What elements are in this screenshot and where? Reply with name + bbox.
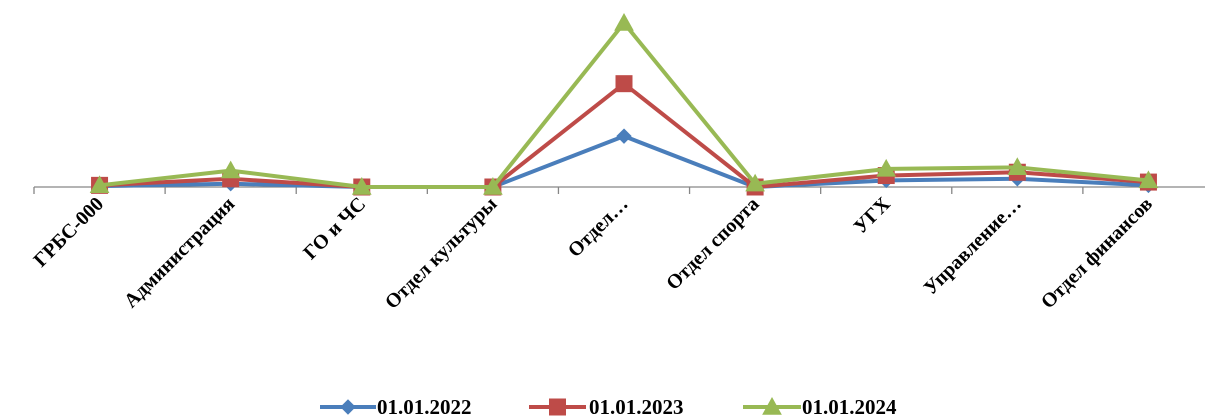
data-point-diamond: [340, 399, 356, 415]
data-point-triangle: [1138, 170, 1159, 189]
series-01.01.2024: [89, 12, 1159, 195]
category-label: Отдел финансов: [1037, 193, 1157, 313]
data-point-triangle: [220, 160, 241, 179]
series-line: [99, 21, 1149, 189]
legend-item: 01.01.2023: [529, 395, 684, 416]
data-point-triangle: [876, 158, 897, 177]
data-point-triangle: [762, 396, 782, 415]
data-point-square: [615, 75, 633, 93]
category-label: ГО и ЧС: [299, 193, 370, 264]
data-point-triangle: [1007, 157, 1028, 176]
category-label: Отдел…: [564, 193, 633, 262]
data-point-square: [549, 398, 566, 416]
data-point-triangle: [745, 173, 765, 192]
legend-item: 01.01.2022: [320, 395, 472, 416]
category-label: ГРБС-000: [30, 193, 109, 272]
series-01.01.2022: [91, 128, 1157, 195]
axis-layer: [33, 186, 1205, 194]
data-point-triangle: [483, 176, 503, 195]
category-labels: ГРБС-000 Администрация ГО и ЧС Отдел культу…: [30, 193, 1158, 314]
category-label: Отдел культуры: [381, 193, 502, 314]
category-label: Администрация: [120, 193, 239, 312]
data-point-triangle: [351, 176, 372, 195]
legend-label: 01.01.2023: [589, 395, 684, 416]
legend: 01.01.2022 01.01.2023 01.01.2024: [320, 395, 897, 416]
category-label: Управление…: [920, 193, 1026, 299]
legend-item: 01.01.2024: [743, 395, 897, 416]
data-point-diamond: [616, 128, 632, 144]
category-label: Отдел спорта: [662, 193, 764, 295]
category-label: УГХ: [850, 193, 896, 239]
data-point-triangle: [614, 12, 634, 31]
data-point-triangle: [89, 175, 110, 194]
legend-label: 01.01.2024: [802, 395, 897, 416]
legend-label: 01.01.2022: [377, 395, 472, 416]
series-layer: [89, 12, 1159, 196]
